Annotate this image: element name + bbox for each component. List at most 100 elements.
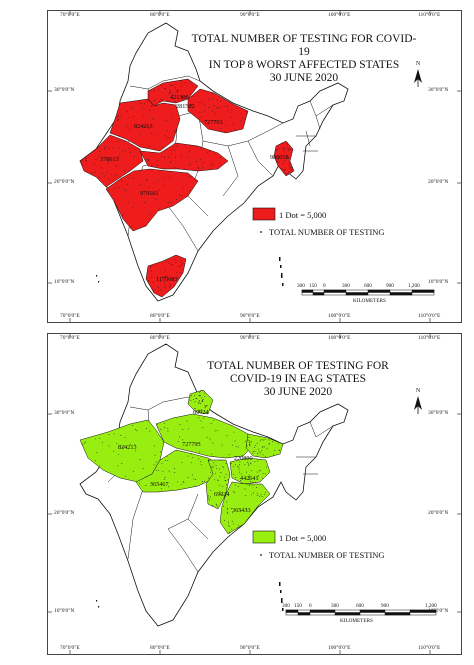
testing-dot [224,520,226,522]
testing-dot [199,111,201,113]
testing-dot [149,109,151,111]
testing-dot [157,179,159,181]
testing-dot [163,156,165,158]
testing-dot [152,118,154,120]
testing-dot [102,441,103,443]
testing-dot [257,453,259,455]
testing-dot [174,255,176,257]
testing-dot [241,113,243,115]
lat-tick: 10°0'0"N [428,608,449,614]
testing-dot [82,443,84,445]
testing-dot [181,262,183,264]
testing-dot [92,172,94,174]
testing-dot [246,459,248,461]
testing-dot [252,485,254,487]
testing-dot [118,147,120,149]
testing-dot [192,95,194,97]
testing-dot [220,472,222,473]
testing-dot [244,488,246,490]
testing-dot [284,173,286,175]
scale-number: 300 [331,603,339,609]
value-label: 1170683 [156,276,177,283]
value-label: 378613 [100,156,119,163]
testing-dot [132,206,134,208]
testing-dot [264,493,266,495]
testing-dot [162,184,164,186]
testing-dot [164,477,166,479]
testing-dot [113,433,115,435]
testing-dot [183,481,185,483]
testing-dot [168,470,170,472]
testing-dot [195,87,197,89]
testing-dot [197,443,199,444]
testing-dot [222,505,224,507]
lon-tick: 80°0'0"E [150,12,170,18]
testing-dot [165,119,167,121]
testing-dot [168,93,170,95]
testing-dot [219,490,221,492]
testing-dot [145,485,147,486]
testing-dot [132,470,134,472]
legend-swatch [252,207,276,221]
testing-dot [231,110,233,112]
state-tamil-nadu [145,254,187,298]
testing-dot [181,98,183,100]
testing-dot [129,444,131,445]
testing-dot [132,116,134,117]
state-gujarat [79,134,144,188]
testing-dot [165,260,167,262]
testing-dot [177,167,179,169]
scale-number: 150 [294,603,302,609]
testing-dot [134,429,136,431]
lon-tick: 110°0'0"E [418,335,441,341]
testing-dot [226,494,228,496]
testing-dot [187,455,189,457]
testing-dot [187,428,189,430]
testing-dot [199,390,201,392]
testing-dots-bottom [82,390,280,533]
testing-dot [211,110,213,112]
testing-dot [164,287,166,288]
testing-dot [161,277,163,279]
testing-dot [167,427,169,429]
testing-dot [177,277,179,279]
testing-dot [131,424,133,426]
testing-dot [231,508,233,509]
testing-dot [200,463,202,465]
testing-dot [166,455,168,457]
testing-dot [175,156,176,158]
testing-dot [274,156,276,158]
testing-dot [117,465,119,467]
testing-dot [283,147,285,148]
testing-dot [247,462,249,464]
testing-dot [128,116,130,118]
islands [96,582,284,611]
testing-dot [114,188,116,190]
value-label: 824213 [134,123,153,130]
testing-dot [256,492,258,494]
testing-dot [181,157,182,159]
testing-dot [181,483,183,485]
testing-dot [188,165,190,167]
testing-dot [233,465,235,467]
testing-dot [139,482,140,484]
testing-dot [241,118,243,120]
testing-dot [86,160,88,162]
testing-dot [195,146,197,148]
testing-dot [153,117,155,119]
testing-dot [119,155,121,157]
testing-dot [268,443,270,444]
testing-dot [176,481,178,483]
testing-dot [277,443,279,445]
testing-dot [219,107,221,108]
testing-dot [147,159,149,160]
testing-dot [115,165,117,167]
testing-dot [251,470,253,472]
testing-dot [164,276,166,277]
testing-dot [158,189,160,191]
testing-dot [127,183,129,185]
testing-dot [208,150,210,152]
testing-dot [126,125,128,127]
testing-dot [203,162,205,164]
testing-dot [173,278,175,279]
